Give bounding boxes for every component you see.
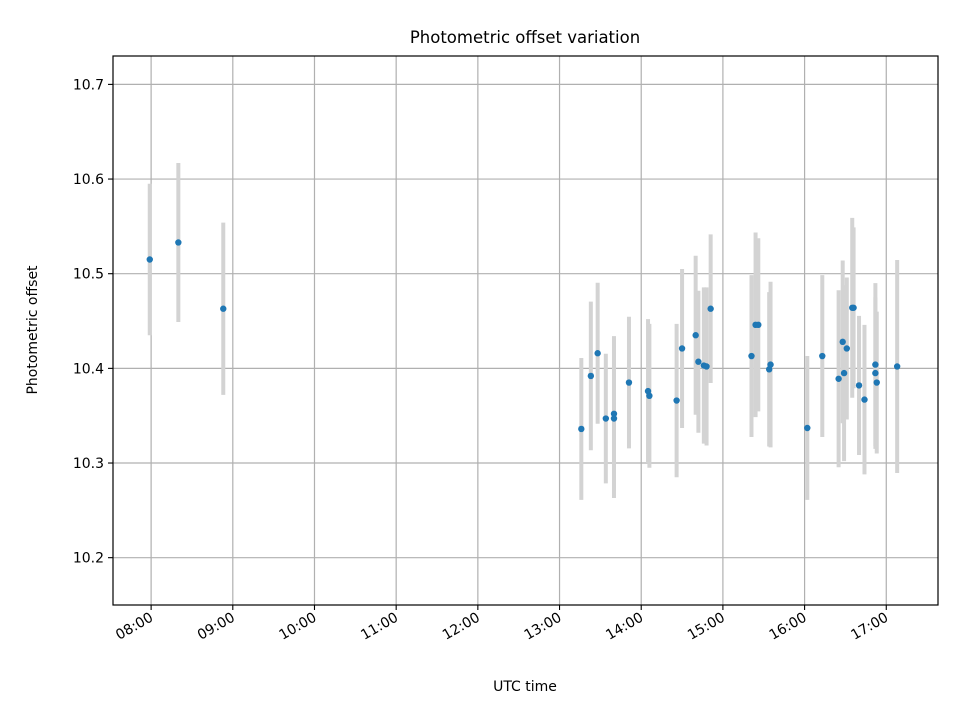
data-point (872, 361, 879, 368)
data-point (835, 375, 842, 382)
data-point (840, 369, 848, 377)
data-point (146, 256, 153, 263)
data-point (755, 321, 762, 329)
data-points (146, 239, 901, 433)
data-point (819, 352, 826, 360)
data-point (703, 363, 710, 370)
data-point (707, 305, 714, 312)
y-tick-label: 10.5 (73, 267, 104, 283)
data-point (625, 379, 633, 386)
data-point (861, 396, 868, 403)
data-point (578, 425, 585, 433)
chart-title: Photometric offset variation (410, 28, 640, 47)
x-axis-label: UTC time (493, 679, 557, 695)
data-point (594, 350, 601, 357)
y-axis-label: Photometric offset (25, 265, 41, 395)
data-point (678, 345, 686, 352)
y-tick-label: 10.7 (73, 77, 104, 93)
data-point (610, 415, 618, 422)
data-point (839, 338, 846, 346)
data-point (220, 305, 227, 312)
data-point (843, 345, 850, 352)
data-point (692, 332, 699, 339)
y-tick-label: 10.2 (73, 551, 104, 567)
y-tick-label: 10.4 (73, 361, 104, 377)
grid-lines (113, 56, 938, 605)
data-point (695, 358, 702, 365)
data-point (850, 304, 857, 311)
data-point (855, 382, 863, 389)
y-tick-label: 10.6 (73, 172, 104, 188)
data-point (804, 424, 811, 432)
data-point (748, 352, 755, 360)
plot-area (113, 56, 938, 605)
data-point (175, 239, 182, 246)
data-point (587, 372, 595, 380)
data-point (872, 369, 879, 377)
y-axis: 10.2 10.3 10.4 10.5 10.6 10.7 (73, 77, 113, 567)
data-point (602, 415, 610, 422)
data-point (646, 392, 653, 400)
data-point (610, 410, 618, 417)
data-point (893, 363, 901, 370)
y-tick-label: 10.3 (73, 456, 104, 472)
data-point (873, 379, 880, 386)
plot-frame (112, 55, 939, 606)
data-point (673, 397, 680, 404)
data-point (767, 361, 774, 368)
